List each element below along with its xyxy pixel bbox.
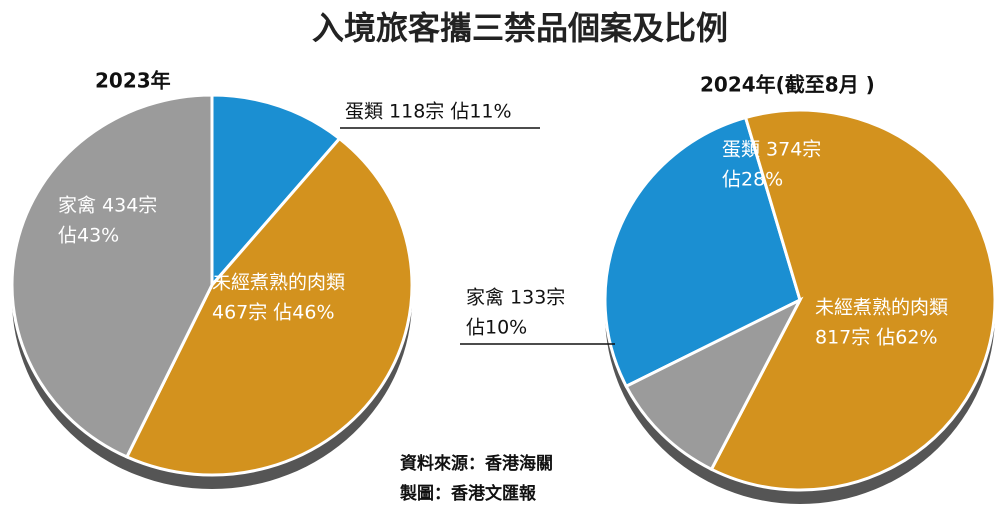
slice-label: 蛋類 118宗 佔11%: [345, 101, 512, 123]
slice-label: 蛋類 374宗: [722, 139, 821, 161]
infographic: 入境旅客攜三禁品個案及比例 資料來源：香港海關 製圖：香港文匯報 2023年蛋類…: [0, 0, 1002, 521]
slice-label: 佔43%: [58, 225, 119, 247]
slice-label: 佔28%: [722, 169, 783, 191]
slice-label: 817宗 佔62%: [815, 327, 938, 349]
slice-label: 未經煮熟的肉類: [212, 272, 345, 294]
title: 入境旅客攜三禁品個案及比例: [312, 9, 728, 47]
slice-label: 佔10%: [466, 317, 527, 339]
pie-subtitle: 2023年: [95, 69, 171, 93]
slice-label: 家禽 133宗: [466, 287, 565, 309]
pie-subtitle: 2024年(截至8月 ): [700, 73, 875, 97]
credit: 製圖：香港文匯報: [399, 483, 537, 504]
slice-label: 家禽 434宗: [58, 195, 157, 217]
slice-label: 未經煮熟的肉類: [815, 297, 948, 319]
slice-label: 467宗 佔46%: [212, 302, 335, 324]
source: 資料來源：香港海關: [400, 453, 553, 474]
